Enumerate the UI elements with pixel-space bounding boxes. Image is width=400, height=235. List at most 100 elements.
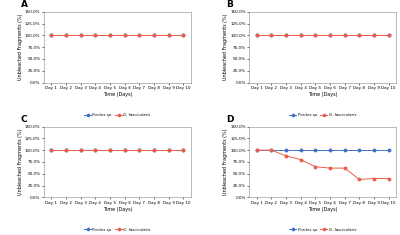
Porites sp. xyxy=(181,149,186,152)
Line: Porites sp.: Porites sp. xyxy=(256,149,390,151)
G. fascicularis xyxy=(386,177,391,180)
G. fascicularis xyxy=(49,149,54,152)
G. fascicularis xyxy=(93,149,98,152)
Porites sp. xyxy=(357,149,362,152)
Line: Porites sp.: Porites sp. xyxy=(50,149,184,151)
X-axis label: Time (Days): Time (Days) xyxy=(102,207,132,212)
Porites sp. xyxy=(122,34,127,37)
G. fascicularis xyxy=(269,149,274,152)
G. fascicularis xyxy=(372,177,376,180)
G. fascicularis xyxy=(166,149,171,152)
Porites sp. xyxy=(93,34,98,37)
G. fascicularis xyxy=(108,34,112,37)
Text: D: D xyxy=(226,115,233,124)
G. fascicularis xyxy=(386,34,391,37)
Line: Porites sp.: Porites sp. xyxy=(50,34,184,37)
G. fascicularis xyxy=(372,34,376,37)
G. fascicularis xyxy=(122,149,127,152)
Porites sp. xyxy=(269,34,274,37)
Line: G. fascicularis: G. fascicularis xyxy=(256,34,390,37)
G. fascicularis xyxy=(313,34,318,37)
Porites sp. xyxy=(386,34,391,37)
Y-axis label: Unbleached Fragments (%): Unbleached Fragments (%) xyxy=(223,129,228,195)
G. fascicularis xyxy=(357,34,362,37)
G. fascicularis xyxy=(269,34,274,37)
G. fascicularis xyxy=(254,34,259,37)
Porites sp. xyxy=(254,149,259,152)
Porites sp. xyxy=(328,149,332,152)
Porites sp. xyxy=(372,149,376,152)
Line: G. fascicularis: G. fascicularis xyxy=(50,149,184,151)
Porites sp. xyxy=(328,34,332,37)
Legend: Porites sp., G. fascicularis: Porites sp., G. fascicularis xyxy=(288,111,358,119)
Porites sp. xyxy=(49,149,54,152)
Porites sp. xyxy=(64,149,68,152)
G. fascicularis xyxy=(298,158,303,161)
Porites sp. xyxy=(166,34,171,37)
Porites sp. xyxy=(78,34,83,37)
Porites sp. xyxy=(108,149,112,152)
G. fascicularis xyxy=(181,149,186,152)
Porites sp. xyxy=(298,149,303,152)
Porites sp. xyxy=(342,34,347,37)
G. fascicularis xyxy=(342,34,347,37)
Legend: Porites sp., G. fascicularis: Porites sp., G. fascicularis xyxy=(82,111,152,119)
Porites sp. xyxy=(152,34,156,37)
G. fascicularis xyxy=(357,178,362,181)
Legend: Porites sp., G. fascicularis: Porites sp., G. fascicularis xyxy=(288,226,358,233)
G. fascicularis xyxy=(181,34,186,37)
Porites sp. xyxy=(64,34,68,37)
Text: A: A xyxy=(20,0,28,9)
Porites sp. xyxy=(284,149,288,152)
G. fascicularis xyxy=(137,34,142,37)
G. fascicularis xyxy=(152,34,156,37)
G. fascicularis xyxy=(284,154,288,157)
Porites sp. xyxy=(342,149,347,152)
Porites sp. xyxy=(357,34,362,37)
G. fascicularis xyxy=(166,34,171,37)
Text: B: B xyxy=(226,0,233,9)
G. fascicularis xyxy=(108,149,112,152)
G. fascicularis xyxy=(93,34,98,37)
G. fascicularis xyxy=(64,149,68,152)
G. fascicularis xyxy=(78,149,83,152)
G. fascicularis xyxy=(78,34,83,37)
Y-axis label: Unbleached Fragments (%): Unbleached Fragments (%) xyxy=(18,14,23,80)
Porites sp. xyxy=(49,34,54,37)
Porites sp. xyxy=(313,34,318,37)
X-axis label: Time (Days): Time (Days) xyxy=(308,92,338,97)
Porites sp. xyxy=(254,34,259,37)
G. fascicularis xyxy=(313,165,318,168)
Porites sp. xyxy=(313,149,318,152)
G. fascicularis xyxy=(284,34,288,37)
G. fascicularis xyxy=(122,34,127,37)
X-axis label: Time (Days): Time (Days) xyxy=(102,92,132,97)
Porites sp. xyxy=(108,34,112,37)
Y-axis label: Unbleached Fragments (%): Unbleached Fragments (%) xyxy=(18,129,23,195)
Porites sp. xyxy=(78,149,83,152)
Porites sp. xyxy=(137,34,142,37)
Porites sp. xyxy=(298,34,303,37)
G. fascicularis xyxy=(49,34,54,37)
G. fascicularis xyxy=(152,149,156,152)
Porites sp. xyxy=(166,149,171,152)
Porites sp. xyxy=(181,34,186,37)
Porites sp. xyxy=(386,149,391,152)
Porites sp. xyxy=(122,149,127,152)
X-axis label: Time (Days): Time (Days) xyxy=(308,207,338,212)
G. fascicularis xyxy=(298,34,303,37)
Porites sp. xyxy=(269,149,274,152)
Line: G. fascicularis: G. fascicularis xyxy=(256,149,390,181)
G. fascicularis xyxy=(328,34,332,37)
G. fascicularis xyxy=(328,167,332,169)
Porites sp. xyxy=(93,149,98,152)
G. fascicularis xyxy=(137,149,142,152)
G. fascicularis xyxy=(342,167,347,169)
Line: G. fascicularis: G. fascicularis xyxy=(50,34,184,37)
G. fascicularis xyxy=(254,149,259,152)
Porites sp. xyxy=(137,149,142,152)
G. fascicularis xyxy=(64,34,68,37)
Y-axis label: Unbleached Fragments (%): Unbleached Fragments (%) xyxy=(223,14,228,80)
Text: C: C xyxy=(20,115,27,124)
Porites sp. xyxy=(152,149,156,152)
